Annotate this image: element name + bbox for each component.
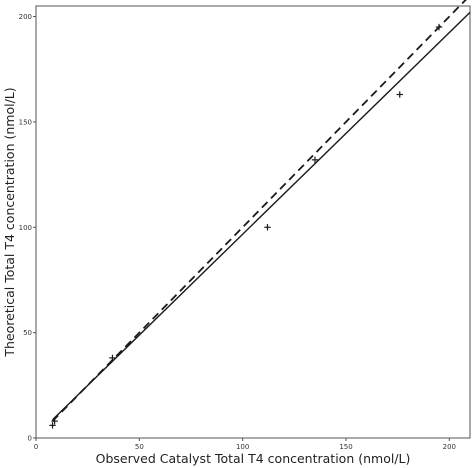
data-point bbox=[49, 422, 56, 429]
data-point bbox=[51, 417, 58, 425]
data-point bbox=[264, 224, 271, 231]
x-axis-title: Observed Catalyst Total T4 concentration… bbox=[96, 451, 411, 466]
data-point bbox=[311, 156, 319, 164]
identity-line-dashed bbox=[51, 0, 467, 422]
x-tick-label: 150 bbox=[339, 443, 352, 451]
data-point bbox=[435, 23, 443, 31]
y-tick-label: 200 bbox=[19, 13, 32, 21]
y-axis-ticks: 0 50 100 150 200 bbox=[19, 13, 36, 443]
y-tick-label: 150 bbox=[19, 118, 32, 126]
regression-line-solid bbox=[52, 11, 471, 421]
data-point bbox=[109, 354, 116, 362]
x-tick-label: 200 bbox=[443, 443, 456, 451]
x-tick-label: 50 bbox=[135, 443, 144, 451]
x-tick-label: 100 bbox=[236, 443, 249, 451]
fit-lines bbox=[51, 0, 471, 422]
data-points bbox=[49, 23, 443, 429]
y-axis-title: Theoretical Total T4 concentration (nmol… bbox=[2, 87, 17, 357]
y-tick-label: 100 bbox=[19, 224, 32, 232]
x-tick-label: 0 bbox=[34, 443, 38, 451]
plot-frame bbox=[35, 5, 471, 439]
data-point bbox=[396, 91, 403, 98]
x-axis-ticks: 0 50 100 150 200 bbox=[34, 438, 456, 451]
y-tick-label: 0 bbox=[28, 435, 32, 443]
y-tick-label: 50 bbox=[23, 329, 32, 337]
